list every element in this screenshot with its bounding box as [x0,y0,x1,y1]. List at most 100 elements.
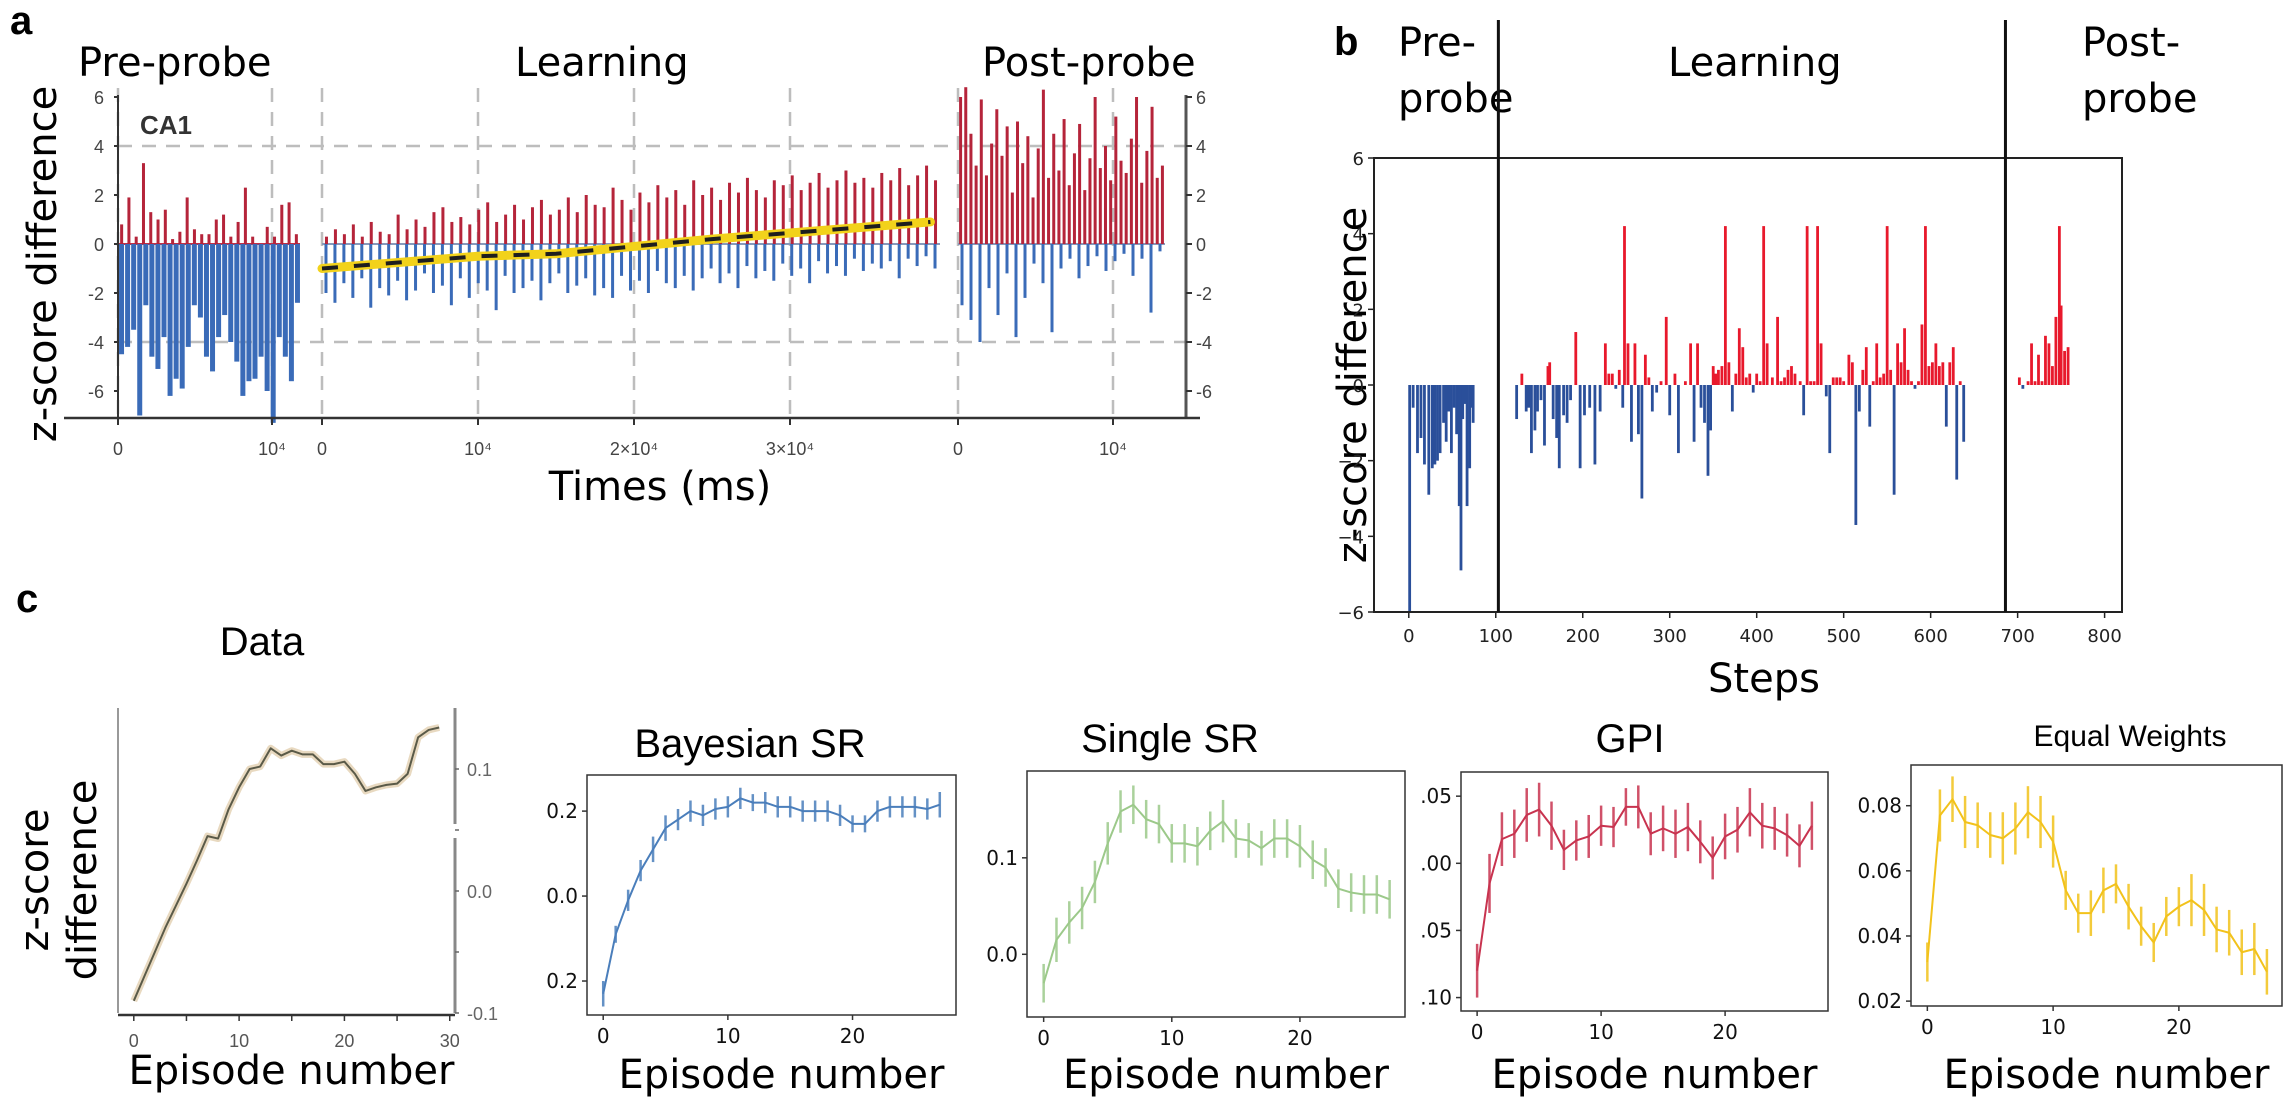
panel-c-single-sr-x-tick-label: 20 [1287,1026,1312,1050]
panel-b-x-tick-label: 800 [2087,626,2121,647]
panel-c-gpi-x-tick-label: 20 [1712,1020,1737,1044]
panel-a-bar-positive [294,234,298,244]
panel-a-y-tick-label-left: 4 [94,137,104,157]
panel-c-single-sr-x-tick-label: 10 [1159,1026,1184,1050]
panel-b-bar-positive [1548,362,1552,385]
panel-b-bar-positive [2066,347,2070,385]
panel-b-bar-positive [1864,347,1868,385]
panel-a-bar-positive [817,172,821,244]
panel-c-bayesian-sr-title: Bayesian SR [634,722,865,766]
panel-b-bar-positive [1875,343,1879,385]
panel-b-bar-positive [1717,369,1720,385]
panel-a-bar-negative [351,244,355,298]
panel-b-bar-positive [1842,381,1846,385]
panel-b-bar-positive [1755,373,1759,385]
panel-a-bar-positive [1036,148,1040,244]
panel-c-data-x-tick-label: 10 [229,1031,249,1051]
panel-a-bar-negative [718,244,722,284]
panel-b-bar-negative [1444,385,1448,442]
panel-b-x-axis-label: Steps [1708,656,1820,702]
panel-c-equal-weights-y-tick-label: 0.02 [1857,989,1902,1013]
panel-a-y-tick-label-right: -2 [1196,284,1212,304]
panel-b-chart: Pre- probe Learning Post- probe z-score … [1330,20,2197,702]
panel-c-equal-weights-y-tick-label: 0.06 [1857,859,1902,883]
panel-a-bar-positive [826,187,830,244]
panel-b-x-tick-label: 200 [1566,626,1600,647]
panel-a-bar-positive [871,187,875,244]
panel-b-bar-negative [1459,385,1463,571]
panel-c-single-sr-line [1042,803,1390,984]
panel-a-y-tick-label-right: 2 [1196,186,1206,206]
panel-a-bar-negative [772,244,776,281]
panel-b-x-tick-label: 500 [1826,626,1860,647]
panel-a-bar-positive [844,170,848,244]
panel-a-bar-positive [862,177,866,244]
panel-b-bar-positive [1520,373,1524,385]
panel-b-bars [1408,226,2070,612]
panel-a-bar-negative [978,244,982,342]
panel-c-gpi-y-tick-label: .05 [1420,784,1452,808]
panel-a-bar-positive [1109,180,1113,244]
panel-a-bar-negative [709,244,713,269]
panel-b-bar-positive [1770,377,1774,385]
panel-c-gpi-subplot: GPI Episode number .10 .05 .00 .05 0 10 20 [1420,717,1829,1098]
panel-a-bar-negative [530,244,534,281]
panel-b-bar-negative [1555,385,1559,438]
panel-b-bar-positive [2057,226,2061,385]
panel-a-bar-negative [1122,244,1126,254]
panel-a-bar-negative [1032,244,1036,264]
panel-a-bar-negative [1140,244,1144,259]
panel-a-bar-negative [987,244,991,289]
panel-a-bar-negative [790,244,794,276]
panel-c-data-line [132,726,440,1002]
panel-a-bar-positive [236,221,240,244]
panel-a-bar-positive [1041,89,1045,245]
panel-b-bar-positive [1727,362,1731,385]
panel-a-bar-positive [287,202,291,244]
panel-a-bar-positive [1021,163,1025,244]
panel-b-bar-negative [1515,385,1519,420]
panel-c-bayesian-sr-x-tick-label: 10 [715,1024,740,1048]
panel-a-bar-positive [185,197,189,244]
panel-a-bar-negative [1095,244,1099,257]
panel-b-bar-positive [1906,369,1910,385]
panel-c-charts: z-score difference Data Episode number -0.… [12,620,2283,1098]
panel-a-x-tick-label: 10⁴ [464,439,492,459]
panel-a-bar-positive [1005,126,1009,244]
panel-a-bar-positive [1103,146,1107,244]
panel-a-bar-positive [405,229,409,244]
panel-a-bar-positive [638,192,642,244]
panel-b-bar-negative [1465,385,1469,507]
panel-b-bar-negative [1539,385,1543,401]
panel-b-bar-negative [1455,385,1459,435]
panel-a-bar-positive [1078,123,1082,244]
panel-a-bar-positive [990,143,994,244]
panel-b-bar-positive [2063,350,2066,385]
panel-a-y-tick-label-left: -6 [88,382,104,402]
panel-a-bar-positive [207,234,211,244]
panel-b-bar-positive [1765,343,1769,385]
panel-a-bar-negative [1023,244,1027,298]
panel-a-bar-negative [1158,244,1162,252]
panel-a-bar-positive [522,219,526,244]
panel-a-bar-positive [1031,197,1035,244]
panel-a-bar-positive [979,99,983,244]
panel-a-bar-negative [240,244,246,396]
panel-a-bar-negative [727,244,731,274]
panel-c-data-y-tick-label: 0.1 [467,760,492,780]
panel-letter-a: a [10,0,33,43]
panel-b-bar-negative [1802,385,1806,416]
panel-a-bar-positive [163,209,167,244]
panel-c-equal-weights-x-axis-label: Episode number [1944,1052,2270,1098]
panel-a-bar-negative [852,244,856,259]
panel-a-bar-negative [431,244,435,293]
panel-b-bar-positive [2040,381,2044,385]
panel-a-bar-negative [835,244,838,267]
panel-a-bar-positive [584,195,588,244]
panel-b-bar-positive [1847,354,1851,385]
panel-a-bar-negative [754,244,758,279]
panel-b-bar-negative [1598,385,1602,412]
panel-b-bar-negative [1706,385,1710,476]
panel-c-gpi-x-tick-label: 10 [1588,1020,1613,1044]
panel-c-gpi-y-tick-label: .05 [1420,918,1452,942]
